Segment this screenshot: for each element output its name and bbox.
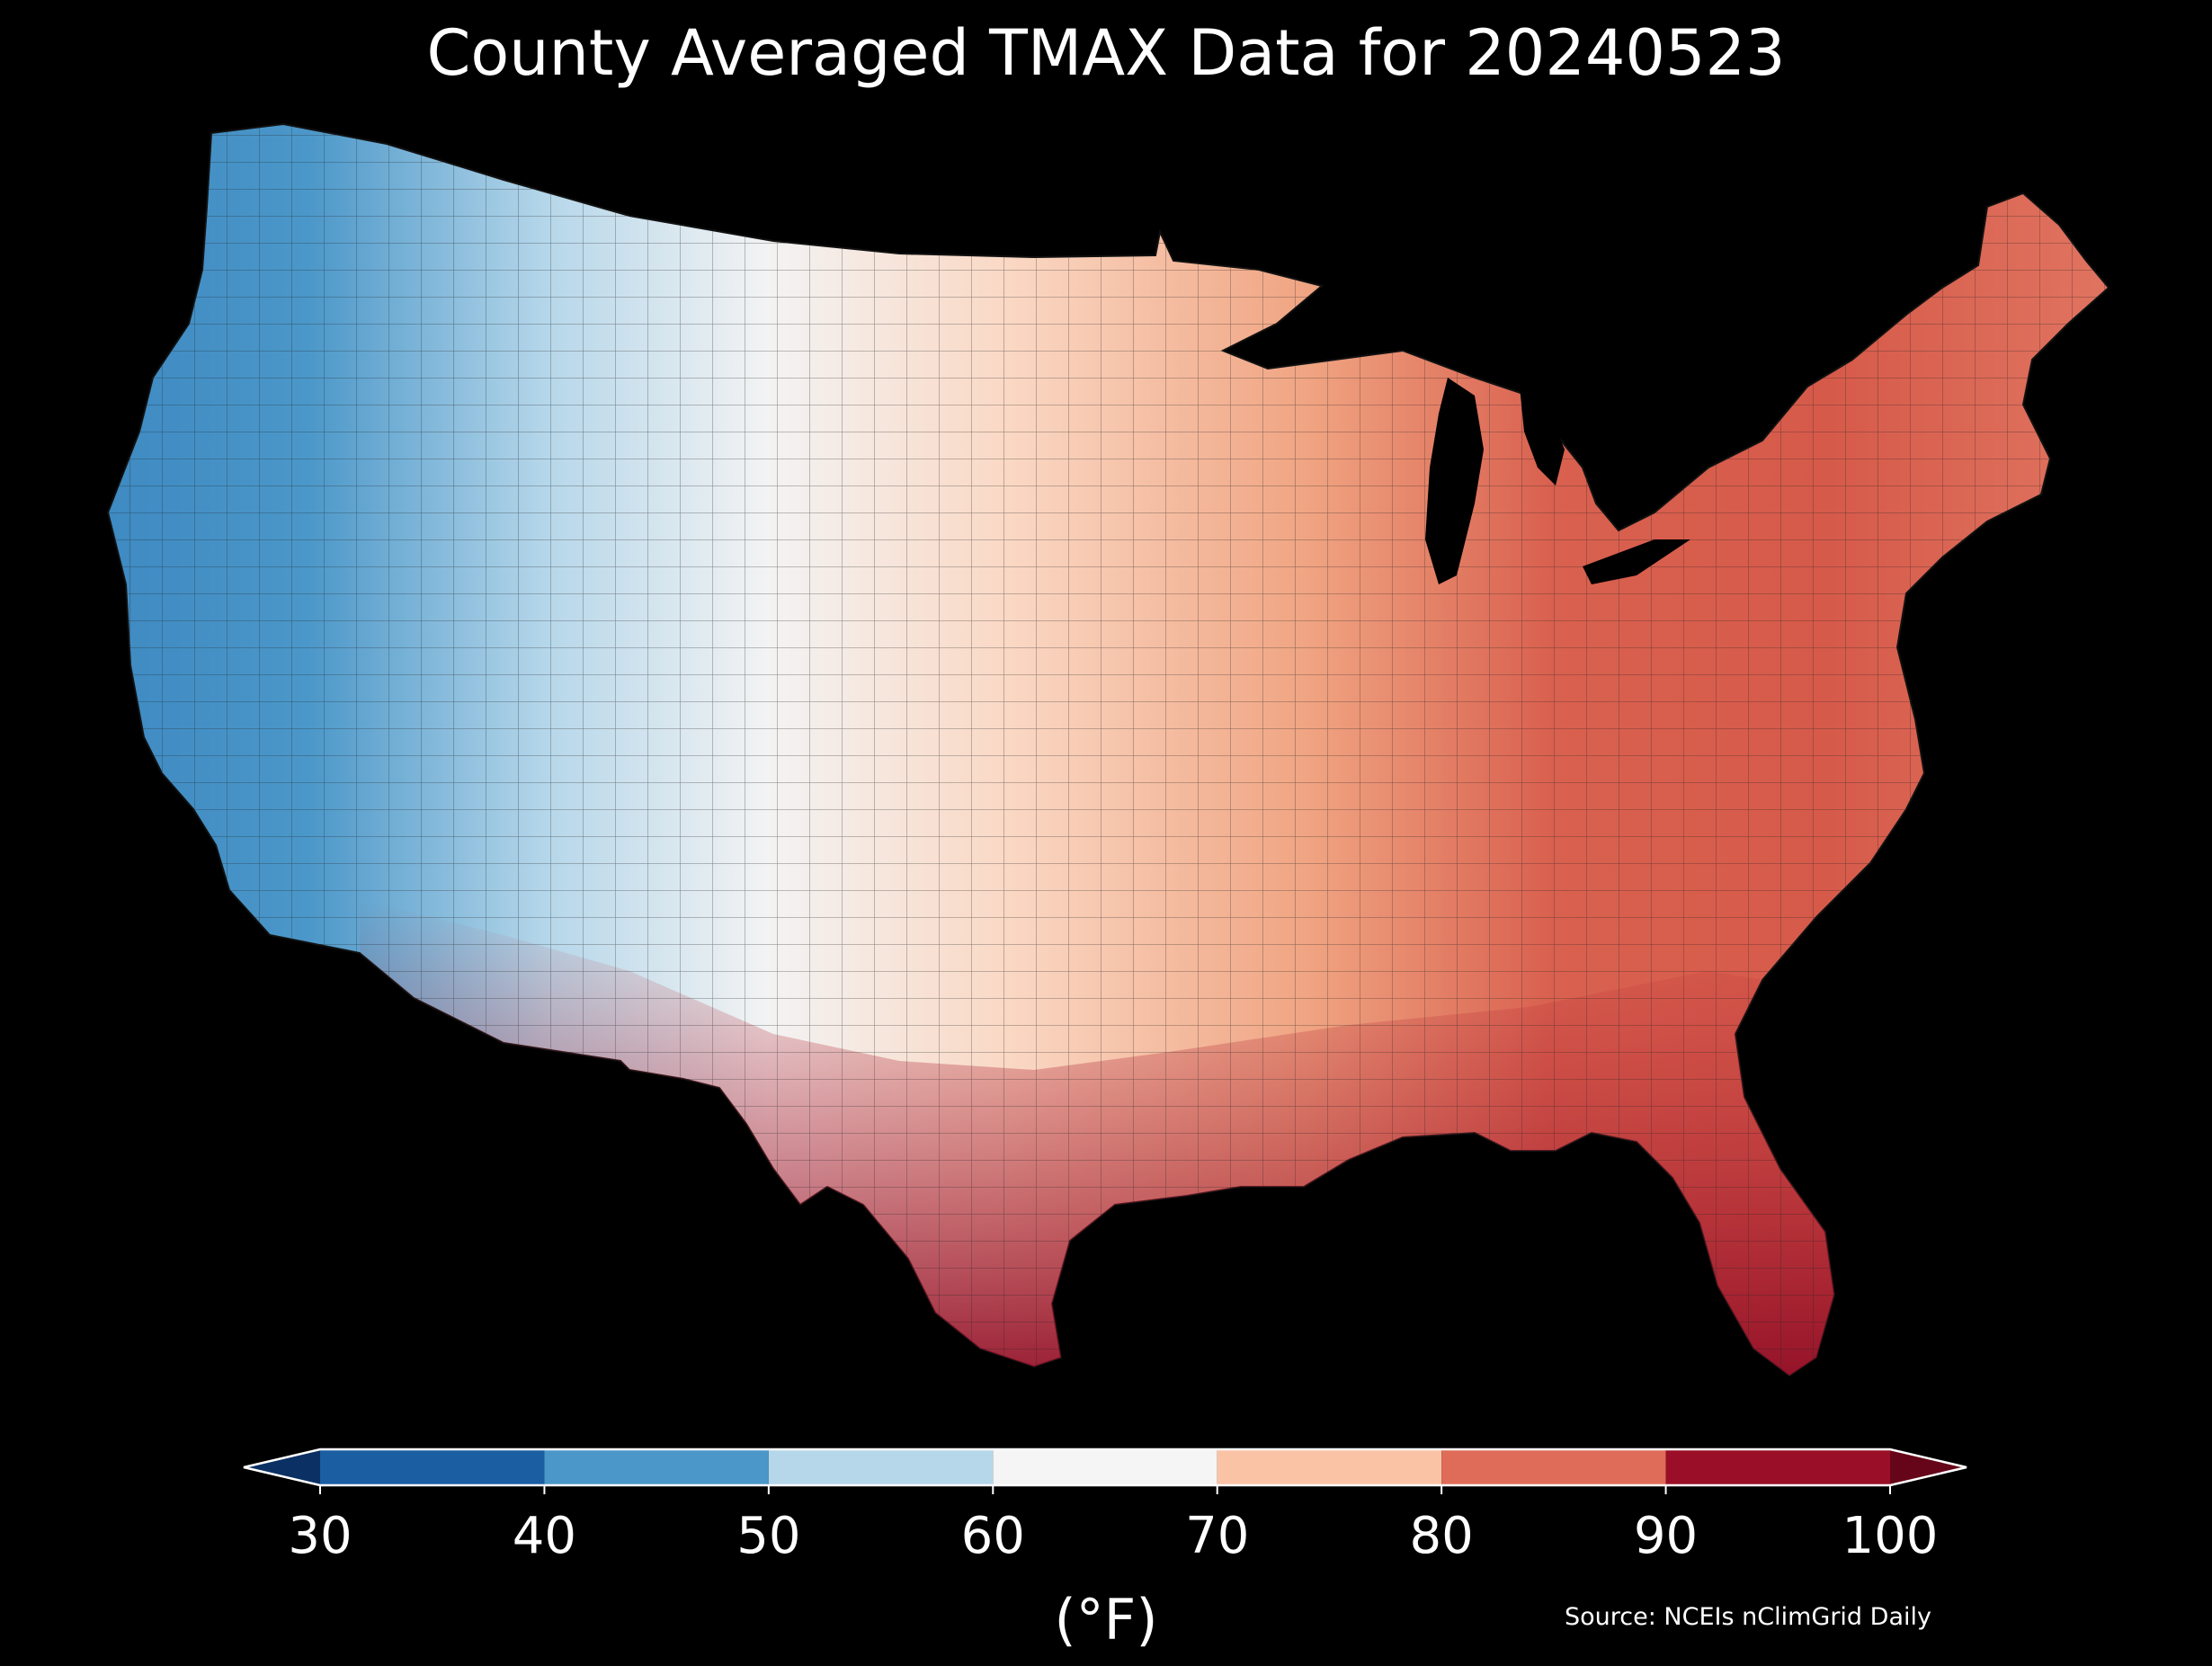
lake-michigan: [1425, 378, 1484, 584]
colorbar-unit-label: (°F): [1054, 1587, 1158, 1653]
colorbar-bin-30-40: [320, 1449, 545, 1485]
lake-huron: [1520, 387, 1565, 486]
map-title: County Averaged TMAX Data for 20240523: [426, 16, 1786, 90]
colorbar-tick-label: 100: [1842, 1507, 1939, 1565]
colorbar-bin-40-50: [544, 1449, 769, 1485]
lake-superior: [1268, 286, 1376, 360]
colorbar-tick-label: 60: [960, 1507, 1025, 1565]
colorbar-under-arrow: [244, 1449, 320, 1485]
colorbar-tick-label: 40: [512, 1507, 577, 1565]
colorbar-over-arrow: [1890, 1449, 1967, 1485]
colorbar-bin-60-70: [993, 1449, 1217, 1485]
colorbar-tick-label: 30: [288, 1507, 352, 1565]
colorbar-tick-label: 50: [736, 1507, 801, 1565]
colorbar-bin-70-80: [1217, 1449, 1442, 1485]
lake-erie: [1583, 539, 1690, 584]
colorbar-bin-50-60: [768, 1449, 994, 1485]
colorbar-bin-90-100: [1665, 1449, 1890, 1485]
colorbar: [243, 1448, 1967, 1494]
colorbar-tick-label: 90: [1633, 1507, 1699, 1565]
colorbar-tick-label: 80: [1409, 1507, 1474, 1565]
great-lakes: [1268, 286, 1690, 584]
source-credit: Source: NCEIs nClimGrid Daily: [1565, 1603, 1931, 1631]
conus-landmass: [106, 122, 2110, 1377]
county-borders: [108, 124, 2109, 1376]
colorbar-tick-label: 70: [1185, 1507, 1250, 1565]
colorbar-bin-80-90: [1441, 1449, 1666, 1485]
